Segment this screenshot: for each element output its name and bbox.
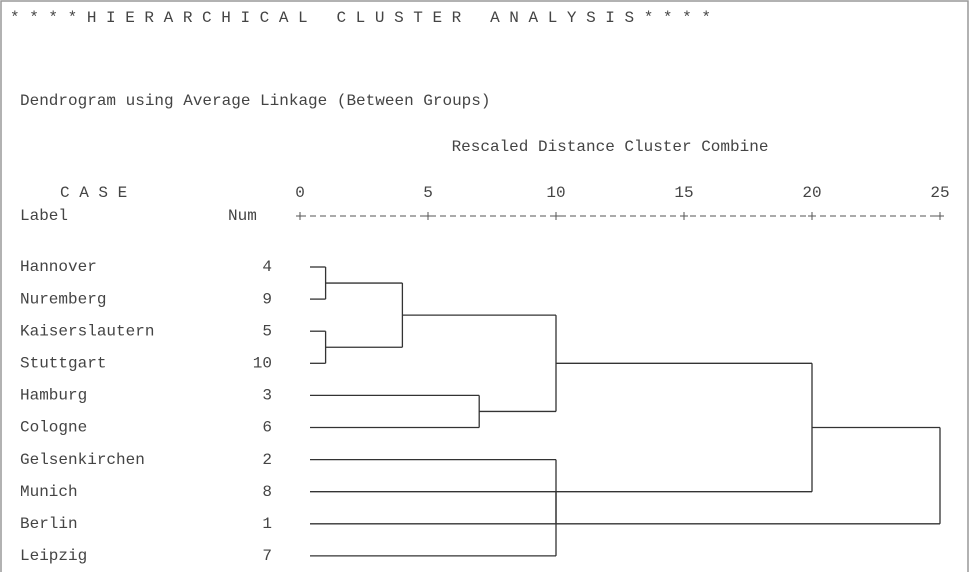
case-num: 4 (262, 258, 272, 276)
case-label: Berlin (20, 515, 78, 533)
subtitle: Dendrogram using Average Linkage (Betwee… (20, 92, 490, 110)
case-num: 2 (262, 451, 272, 469)
case-header: C A S E (60, 184, 127, 202)
case-label: Gelsenkirchen (20, 451, 145, 469)
x-tick-label: 0 (295, 184, 305, 202)
x-tick-label: 15 (674, 184, 693, 202)
x-tick-label: 25 (930, 184, 949, 202)
case-label: Stuttgart (20, 355, 106, 373)
case-num: 9 (262, 290, 272, 308)
case-num: 10 (253, 355, 272, 373)
x-tick-label: 10 (546, 184, 565, 202)
case-label: Nuremberg (20, 290, 106, 308)
case-num: 7 (262, 547, 272, 565)
case-label: Munich (20, 483, 78, 501)
case-num: 1 (262, 515, 272, 533)
case-num: 6 (262, 419, 272, 437)
x-tick-label: 5 (423, 184, 433, 202)
label-header: Label (20, 207, 68, 225)
x-tick-label: 20 (802, 184, 821, 202)
case-num: 5 (262, 322, 272, 340)
num-header: Num (228, 207, 257, 225)
case-label: Cologne (20, 419, 87, 437)
case-num: 8 (262, 483, 272, 501)
case-num: 3 (262, 387, 272, 405)
case-label: Hannover (20, 258, 97, 276)
case-label: Leipzig (20, 547, 87, 565)
chart-title: * * * * H I E R A R C H I C A L C L U S … (10, 9, 711, 27)
x-axis-label: Rescaled Distance Cluster Combine (452, 138, 769, 156)
case-label: Hamburg (20, 387, 87, 405)
case-label: Kaiserslautern (20, 322, 154, 340)
